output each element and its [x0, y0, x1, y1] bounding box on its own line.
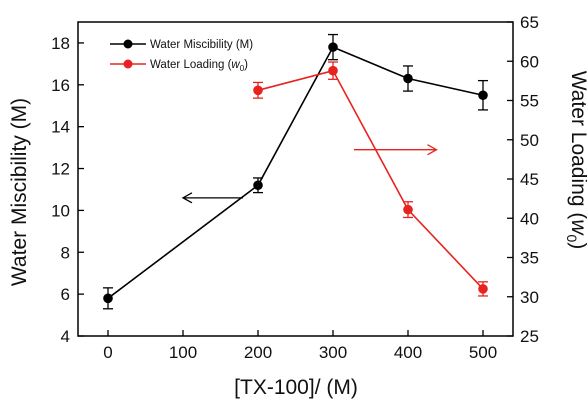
series-line-loading: [257, 69, 484, 290]
arrow-left-head: [181, 192, 193, 204]
y-left-tick-label: 18: [51, 34, 70, 53]
y-left-tick-label: 6: [61, 285, 70, 304]
y-right-tick-label: 40: [520, 209, 539, 228]
data-point-miscibility: [403, 73, 413, 84]
data-point-miscibility: [328, 42, 338, 52]
y-left-axis-title: Water Miscibility (M): [8, 98, 31, 286]
legend-loading-close: ): [244, 59, 248, 71]
annotation-group: [181, 144, 438, 204]
series-group: [103, 33, 488, 310]
y-right-tick-label: 35: [520, 249, 539, 268]
x-axis-title: [TX-100]/ (M): [234, 376, 358, 399]
y-left-tick-label: 8: [61, 243, 70, 262]
legend-marker-loading: [123, 59, 133, 69]
x-tick-label: 400: [394, 343, 422, 362]
legend-loading-sub: 0: [240, 64, 245, 73]
data-point-loading: [253, 85, 263, 96]
x-tick-label: 0: [103, 343, 112, 362]
y-left-tick-label: 12: [51, 160, 70, 179]
ticks-group: 0 100 200 300 400 500468101214161825303540455…: [51, 13, 539, 362]
y-right-tick-label: 25: [520, 327, 539, 346]
legend-label-loading: Water Loading (w0): [150, 59, 248, 73]
legend: Water Miscibility (M) Water Loading (w0): [110, 39, 253, 73]
legend-loading-main: Water Loading (: [150, 59, 232, 71]
legend-marker-miscibility: [123, 39, 133, 49]
y-right-title-w: w: [567, 219, 587, 236]
y-right-tick-label: 55: [520, 92, 539, 111]
y-right-tick-label: 60: [520, 52, 539, 71]
y-right-title-sub: 0: [564, 235, 580, 243]
y-right-tick-label: 50: [520, 131, 539, 150]
y-left-tick-label: 16: [51, 76, 70, 95]
y-right-title-close: ): [567, 242, 587, 249]
legend-label-miscibility: Water Miscibility (M): [150, 39, 253, 51]
y-left-tick-label: 14: [51, 118, 70, 137]
data-point-loading: [478, 284, 488, 294]
data-point-miscibility: [478, 90, 488, 101]
x-tick-label: 500: [469, 343, 497, 362]
arrow-right-head: [427, 144, 438, 156]
y-right-tick-label: 30: [520, 288, 539, 307]
x-tick-label: 100: [169, 343, 197, 362]
y-right-tick-label: 65: [520, 13, 539, 32]
x-tick-label: 200: [244, 343, 272, 362]
y-left-tick-label: 10: [51, 201, 70, 220]
y-left-tick-label: 4: [61, 327, 70, 346]
data-point-loading: [403, 204, 413, 215]
y-right-axis-title: Water Loading (w0): [564, 71, 587, 250]
y-right-tick-label: 45: [520, 170, 539, 189]
data-point-loading: [328, 65, 338, 76]
x-tick-label: 300: [319, 343, 347, 362]
legend-loading-w: w: [231, 59, 240, 71]
data-point-miscibility: [253, 180, 263, 191]
data-point-miscibility: [103, 293, 113, 304]
y-right-title-main: Water Loading (: [567, 71, 587, 220]
